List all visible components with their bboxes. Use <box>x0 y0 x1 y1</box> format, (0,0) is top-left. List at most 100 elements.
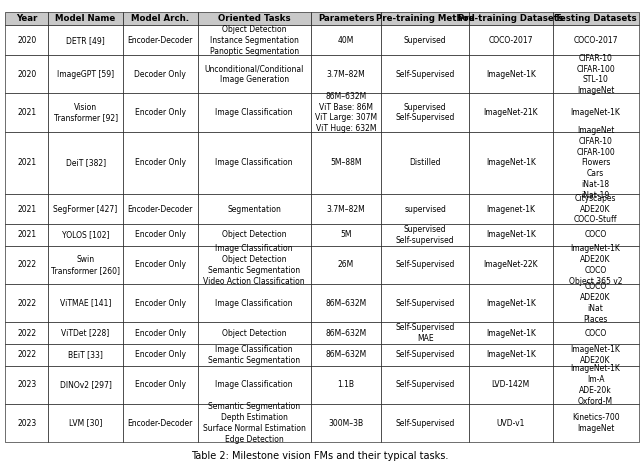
Text: ImageNet-1K
Im-A
ADE-20k
Oxford-M: ImageNet-1K Im-A ADE-20k Oxford-M <box>571 365 621 406</box>
Text: 26M: 26M <box>338 261 354 269</box>
Bar <box>469 55 552 93</box>
Text: UVD-v1: UVD-v1 <box>497 419 525 427</box>
Bar <box>5 55 48 93</box>
Bar <box>198 344 310 366</box>
Bar <box>5 12 48 25</box>
Text: LVD-142M: LVD-142M <box>492 381 530 389</box>
Bar <box>5 93 48 132</box>
Bar <box>469 93 552 132</box>
Text: 2020: 2020 <box>17 70 36 79</box>
Text: 300M–3B: 300M–3B <box>328 419 364 427</box>
Bar <box>48 322 123 344</box>
Bar <box>48 246 123 284</box>
Bar <box>123 284 198 322</box>
Bar <box>198 55 310 93</box>
Text: Swin
Transformer [260]: Swin Transformer [260] <box>51 255 120 275</box>
Text: LVM [30]: LVM [30] <box>69 419 102 427</box>
Bar <box>123 55 198 93</box>
Text: 2022: 2022 <box>17 351 36 359</box>
Text: ViTMAE [141]: ViTMAE [141] <box>60 298 111 308</box>
Bar <box>5 404 48 442</box>
Text: 3.7M–82M: 3.7M–82M <box>326 205 365 213</box>
Text: ImageNet-1K
ADE20K
COCO
Object 365 v2: ImageNet-1K ADE20K COCO Object 365 v2 <box>569 244 622 286</box>
Text: CIFAR-10
CIFAR-100
STL-10
ImageNet: CIFAR-10 CIFAR-100 STL-10 ImageNet <box>576 54 615 95</box>
Bar <box>310 366 381 404</box>
Text: Self-Supervised
MAE: Self-Supervised MAE <box>396 323 455 343</box>
Text: Kinetics-700
ImageNet: Kinetics-700 ImageNet <box>572 413 620 433</box>
Text: Encoder Only: Encoder Only <box>135 261 186 269</box>
Bar <box>123 12 198 25</box>
Bar <box>469 322 552 344</box>
Bar <box>310 194 381 224</box>
Bar <box>123 344 198 366</box>
Text: BEiT [33]: BEiT [33] <box>68 351 103 359</box>
Bar <box>5 344 48 366</box>
Text: 86M–632M: 86M–632M <box>325 298 367 308</box>
Bar <box>381 344 469 366</box>
Text: 1.1B: 1.1B <box>337 381 355 389</box>
Text: 3.7M–82M: 3.7M–82M <box>326 70 365 79</box>
Text: Self-Supervised: Self-Supervised <box>396 381 455 389</box>
Bar <box>552 322 639 344</box>
Bar <box>123 404 198 442</box>
Bar <box>310 55 381 93</box>
Bar <box>552 132 639 194</box>
Bar <box>198 224 310 246</box>
Bar <box>552 246 639 284</box>
Bar <box>310 344 381 366</box>
Bar <box>5 246 48 284</box>
Bar <box>469 132 552 194</box>
Text: 2022: 2022 <box>17 328 36 338</box>
Text: Semantic Segmentation
Depth Estimation
Surface Normal Estimation
Edge Detection: Semantic Segmentation Depth Estimation S… <box>203 402 305 444</box>
Bar <box>5 366 48 404</box>
Text: Self-Supervised: Self-Supervised <box>396 261 455 269</box>
Text: 40M: 40M <box>338 36 354 45</box>
Text: Parameters: Parameters <box>318 14 374 23</box>
Bar <box>552 404 639 442</box>
Text: Distilled: Distilled <box>410 158 441 167</box>
Bar <box>198 194 310 224</box>
Text: Vision
Transformer [92]: Vision Transformer [92] <box>54 103 118 122</box>
Bar <box>381 224 469 246</box>
Text: Image Classification: Image Classification <box>216 108 293 117</box>
Text: Table 2: Milestone vision FMs and their typical tasks.: Table 2: Milestone vision FMs and their … <box>191 450 449 461</box>
Bar <box>48 55 123 93</box>
Text: 5M: 5M <box>340 231 352 239</box>
Bar <box>310 93 381 132</box>
Bar <box>381 25 469 55</box>
Text: Encoder Only: Encoder Only <box>135 351 186 359</box>
Text: COCO-2017: COCO-2017 <box>573 36 618 45</box>
Text: Unconditional/Conditional
Image Generation: Unconditional/Conditional Image Generati… <box>204 65 304 84</box>
Text: supervised: supervised <box>404 205 446 213</box>
Bar <box>198 12 310 25</box>
Text: 2021: 2021 <box>17 108 36 117</box>
Text: Image Classification
Semantic Segmentation: Image Classification Semantic Segmentati… <box>208 345 300 365</box>
Text: Pre-training Datasets: Pre-training Datasets <box>458 14 563 23</box>
Text: Encoder Only: Encoder Only <box>135 231 186 239</box>
Text: COCO
ADE20K
iNat
Places: COCO ADE20K iNat Places <box>580 282 611 324</box>
Text: 86M–632M
ViT Base: 86M
ViT Large: 307M
ViT Huge: 632M: 86M–632M ViT Base: 86M ViT Large: 307M V… <box>315 92 377 133</box>
Bar <box>381 404 469 442</box>
Bar <box>123 322 198 344</box>
Bar <box>552 93 639 132</box>
Bar <box>469 344 552 366</box>
Text: ImageNet-1K: ImageNet-1K <box>486 70 536 79</box>
Text: DETR [49]: DETR [49] <box>66 36 105 45</box>
Bar <box>48 404 123 442</box>
Text: Encoder Only: Encoder Only <box>135 108 186 117</box>
Text: Encoder-Decoder: Encoder-Decoder <box>127 205 193 213</box>
Bar <box>5 284 48 322</box>
Text: YOLOS [102]: YOLOS [102] <box>62 231 109 239</box>
Text: COCO: COCO <box>584 231 607 239</box>
Bar <box>381 12 469 25</box>
Bar <box>310 12 381 25</box>
Text: 2023: 2023 <box>17 419 36 427</box>
Bar <box>469 246 552 284</box>
Bar <box>198 132 310 194</box>
Text: Self-Supervised: Self-Supervised <box>396 419 455 427</box>
Text: Object Detection
Instance Segmentation
Panoptic Segmentation: Object Detection Instance Segmentation P… <box>209 25 299 55</box>
Bar <box>552 284 639 322</box>
Text: 86M–632M: 86M–632M <box>325 328 367 338</box>
Bar <box>198 404 310 442</box>
Text: 2022: 2022 <box>17 298 36 308</box>
